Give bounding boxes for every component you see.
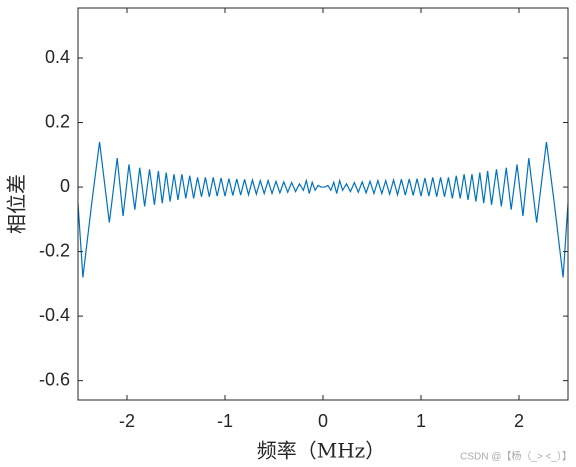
x-axis-label: 频率（MHz） — [257, 439, 385, 463]
watermark: CSDN @【杨（_> <_）】 — [460, 450, 572, 463]
x-tick-label: 2 — [514, 411, 524, 431]
data-line — [77, 141, 569, 278]
y-axis-label: 相位差 — [5, 174, 29, 234]
y-tick-label: -0.6 — [39, 369, 70, 389]
x-tick-label: 1 — [416, 411, 426, 431]
y-tick-label: 0 — [60, 176, 70, 196]
y-tick-label: 0.4 — [45, 47, 70, 67]
y-tick-label: -0.4 — [39, 305, 70, 325]
x-tick-label: 0 — [318, 411, 328, 431]
x-tick-label: -2 — [119, 411, 135, 431]
x-tick-label: -1 — [217, 411, 233, 431]
y-tick-label: 0.2 — [45, 111, 70, 131]
y-tick-label: -0.2 — [39, 240, 70, 260]
